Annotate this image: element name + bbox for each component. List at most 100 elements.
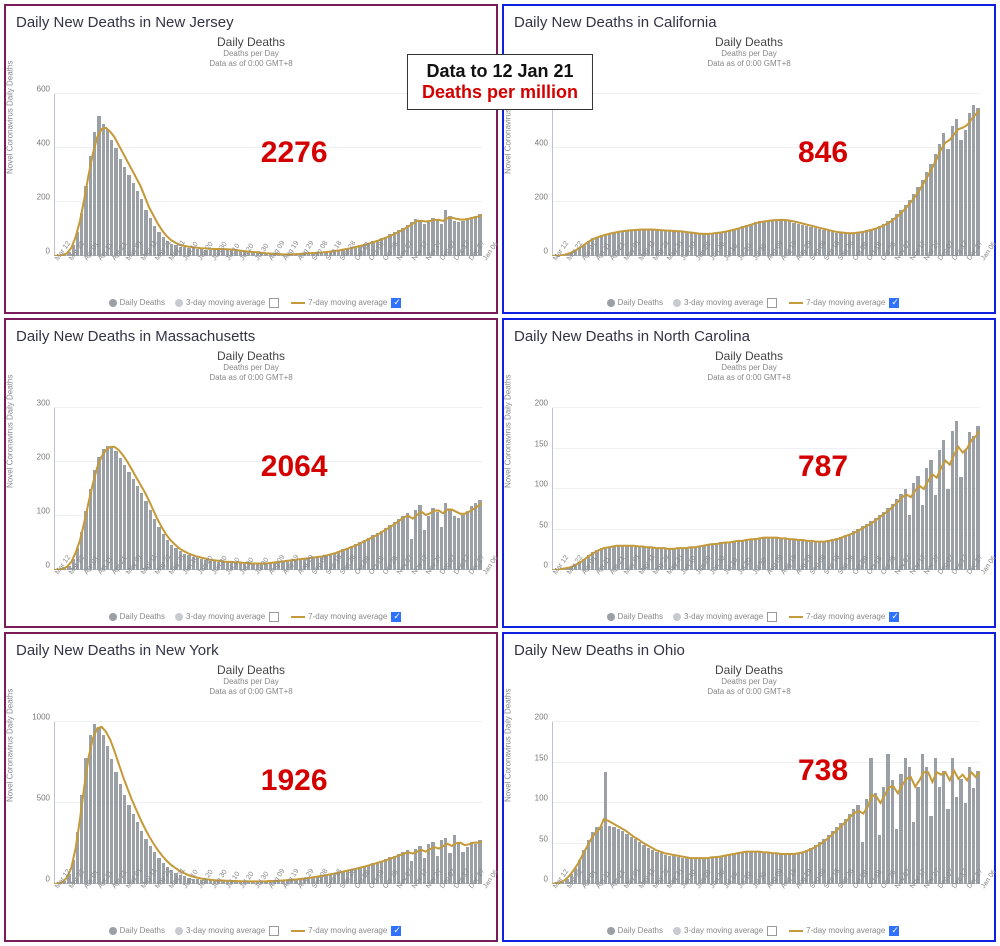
bar — [119, 458, 122, 570]
legend-swatch-daily — [109, 613, 117, 621]
bar — [882, 512, 885, 570]
bar — [912, 822, 915, 884]
legend-label-daily: Daily Deaths — [618, 612, 663, 621]
panel-title: Daily New Deaths in California — [514, 14, 986, 31]
bar — [604, 772, 607, 884]
bar — [929, 164, 932, 256]
y-tick-label: 200 — [524, 399, 548, 408]
chart-title: Daily Deaths — [14, 35, 488, 49]
legend-checkbox-3day[interactable] — [269, 612, 279, 622]
y-axis-label: Novel Coronavirus Daily Deaths — [6, 61, 15, 174]
legend-label-7day: 7-day moving average — [308, 926, 387, 935]
deaths-per-million-value: 2276 — [261, 136, 328, 170]
bar — [89, 735, 92, 884]
y-tick-label: 50 — [524, 520, 548, 529]
panel-nc: Daily New Deaths in North CarolinaDaily … — [502, 318, 996, 628]
panel-ma: Daily New Deaths in Massachusetts Daily D… — [4, 318, 498, 628]
y-tick-label: 150 — [524, 439, 548, 448]
panel-title: Daily New Deaths in Massachusetts — [16, 328, 488, 345]
bar — [964, 130, 967, 256]
chart-title: Daily Deaths — [512, 349, 986, 363]
legend-checkbox-7day[interactable] — [391, 298, 401, 308]
legend-checkbox-3day[interactable] — [767, 926, 777, 936]
legend-checkbox-7day[interactable] — [889, 926, 899, 936]
legend-checkbox-7day[interactable] — [391, 926, 401, 936]
panel-ca: Daily New Deaths in California Daily Deat… — [502, 4, 996, 314]
legend-checkbox-3day[interactable] — [269, 298, 279, 308]
y-tick-label: 0 — [524, 561, 548, 570]
chart-title: Daily Deaths — [14, 663, 488, 677]
legend-swatch-7day — [789, 302, 803, 304]
chart-title: Daily Deaths — [512, 663, 986, 677]
bars-container — [552, 722, 980, 884]
legend-checkbox-3day[interactable] — [767, 612, 777, 622]
bar — [737, 228, 740, 256]
legend-checkbox-7day[interactable] — [889, 612, 899, 622]
bar — [959, 140, 962, 256]
legend-checkbox-7day[interactable] — [889, 298, 899, 308]
legend-label-7day: 7-day moving average — [806, 612, 885, 621]
bar — [955, 119, 958, 256]
y-tick-label: 150 — [524, 753, 548, 762]
legend-checkbox-7day[interactable] — [391, 612, 401, 622]
chart-legend: Daily Deaths3-day moving average7-day mo… — [504, 298, 994, 308]
bar — [976, 108, 979, 256]
bar — [938, 450, 941, 570]
panel-nj: Daily New Deaths in New JerseyDaily Deat… — [4, 4, 498, 314]
legend-label-3day: 3-day moving average — [186, 612, 265, 621]
bar — [972, 788, 975, 884]
legend-label-daily: Daily Deaths — [120, 926, 165, 935]
bar — [912, 483, 915, 570]
x-axis-labels: Mar 12Mar 22Apr 01Apr 11Apr 21May 01May … — [552, 886, 980, 912]
legend-label-daily: Daily Deaths — [618, 298, 663, 307]
bar — [908, 767, 911, 884]
legend-label-3day: 3-day moving average — [684, 612, 763, 621]
y-tick-label: 200 — [524, 713, 548, 722]
legend-swatch-3day — [175, 613, 183, 621]
panel-oh: Daily New Deaths in OhioDaily DeathsDeat… — [502, 632, 996, 942]
x-axis-labels: Mar 12Mar 22Apr 01Apr 11Apr 21May 01May … — [54, 886, 482, 912]
chart-subtitle: Deaths per DayData as of 0:00 GMT+8 — [14, 677, 488, 696]
legend-label-7day: 7-day moving average — [806, 298, 885, 307]
legend-swatch-7day — [291, 302, 305, 304]
y-tick-label: 200 — [26, 193, 50, 202]
legend-label-3day: 3-day moving average — [684, 926, 763, 935]
chart-title: Daily Deaths — [14, 349, 488, 363]
bar — [97, 727, 100, 884]
legend-swatch-3day — [673, 613, 681, 621]
bar — [968, 767, 971, 884]
deaths-per-million-value: 738 — [798, 754, 848, 788]
bars-container — [552, 94, 980, 256]
bar — [427, 516, 430, 570]
bar — [767, 220, 770, 256]
y-tick-label: 400 — [524, 139, 548, 148]
legend-label-daily: Daily Deaths — [120, 612, 165, 621]
bar — [951, 431, 954, 570]
bars-container — [54, 94, 482, 256]
legend-swatch-7day — [789, 616, 803, 618]
chart-area: 050100150200 — [552, 408, 980, 570]
bar — [809, 848, 812, 884]
header-line-1: Data to 12 Jan 21 — [422, 61, 578, 82]
bar — [968, 432, 971, 570]
bar — [938, 144, 941, 256]
chart-area: 0200400600 — [54, 94, 482, 256]
legend-checkbox-3day[interactable] — [767, 298, 777, 308]
chart-legend: Daily Deaths3-day moving average7-day mo… — [6, 612, 496, 622]
bar — [972, 436, 975, 570]
bar — [84, 511, 87, 570]
bar — [942, 440, 945, 570]
bar — [414, 510, 417, 570]
bar — [84, 758, 87, 884]
deaths-per-million-value: 787 — [798, 450, 848, 484]
bar — [110, 759, 113, 884]
bar — [106, 446, 109, 570]
x-axis-labels: Mar 12Mar 22Apr 01Apr 11Apr 21May 01May … — [552, 572, 980, 598]
legend-swatch-daily — [607, 613, 615, 621]
chart-title: Daily Deaths — [512, 35, 986, 49]
bar — [925, 767, 928, 884]
legend-checkbox-3day[interactable] — [269, 926, 279, 936]
legend-swatch-3day — [673, 927, 681, 935]
bar — [93, 132, 96, 256]
legend-swatch-7day — [291, 930, 305, 932]
